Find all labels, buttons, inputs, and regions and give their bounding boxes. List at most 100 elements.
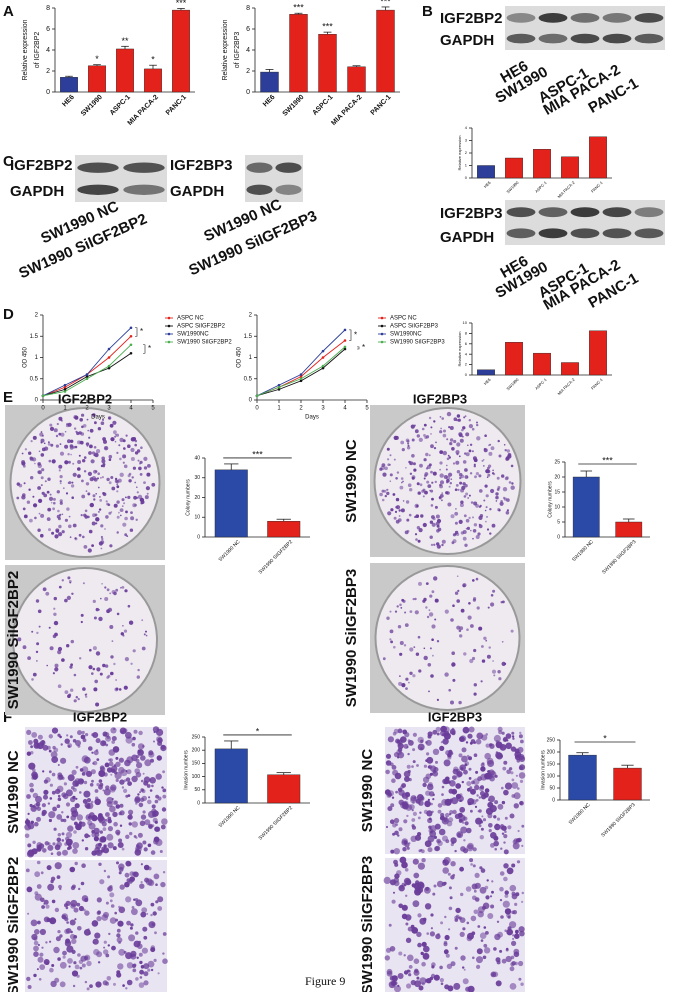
cell [501, 661, 506, 667]
cell [114, 772, 122, 780]
cell [429, 535, 433, 539]
cell [88, 436, 91, 439]
cell [473, 523, 478, 527]
cell [470, 529, 472, 532]
cell [99, 499, 103, 502]
cell [32, 672, 37, 677]
cell [472, 537, 474, 540]
cell [129, 876, 135, 882]
cell [42, 848, 47, 853]
cell [94, 789, 99, 793]
cell [385, 753, 392, 759]
cell [122, 454, 127, 459]
cell [504, 816, 508, 820]
cell [431, 515, 435, 519]
cell [124, 657, 129, 662]
cell [138, 952, 143, 957]
cell [47, 883, 55, 891]
cell [159, 850, 163, 853]
cell [71, 592, 74, 595]
cell [417, 816, 421, 820]
cell [511, 863, 516, 868]
cell [431, 965, 435, 969]
cell [81, 766, 89, 773]
cell [387, 806, 393, 812]
cell [501, 786, 504, 790]
cell [142, 840, 147, 845]
cell [397, 973, 404, 979]
cell [461, 780, 464, 784]
cell [80, 734, 86, 740]
cell [461, 428, 464, 432]
cell [140, 911, 147, 918]
cell [42, 587, 47, 592]
cell [456, 599, 461, 603]
x-tick-label: SW1990 SiIGF2BP3 [601, 539, 638, 576]
cell [441, 499, 443, 502]
cell [407, 483, 412, 488]
cell [77, 440, 81, 445]
cell [427, 764, 433, 770]
cell [98, 616, 103, 622]
cell [65, 802, 71, 807]
cell [157, 741, 163, 746]
cell [467, 733, 473, 739]
cell [157, 896, 164, 903]
legend-label: ASPC SiIGF2BP2 [177, 324, 226, 330]
cell [474, 475, 477, 479]
cell [51, 756, 59, 763]
cell [69, 536, 72, 539]
cell [103, 940, 107, 944]
cell [135, 931, 139, 935]
cell [479, 835, 484, 840]
cell [399, 856, 407, 864]
cell [148, 796, 151, 799]
cell [420, 739, 424, 743]
cell [94, 798, 101, 806]
cell [60, 432, 65, 437]
cell [430, 973, 436, 979]
cell [384, 494, 387, 498]
cell [128, 620, 134, 625]
cell [54, 907, 60, 913]
cell [426, 615, 430, 619]
cell [509, 983, 517, 990]
cell [59, 482, 62, 485]
cell [406, 983, 412, 989]
cell [160, 824, 166, 830]
cell [432, 748, 440, 755]
cell [412, 462, 416, 466]
cell [156, 736, 163, 743]
y-tick-label: 5 [557, 519, 560, 525]
x-tick-label: ASPC-1 [534, 179, 548, 193]
cell [153, 958, 157, 963]
cell [60, 757, 67, 764]
cell [502, 766, 507, 771]
cell [106, 976, 112, 981]
cell [35, 795, 42, 803]
cell [58, 532, 63, 537]
cell [121, 498, 125, 502]
cell [48, 441, 50, 444]
bar [589, 136, 607, 179]
cell [497, 670, 501, 674]
cell [74, 803, 80, 809]
cell [485, 772, 493, 780]
y-tick-label: 150 [192, 761, 201, 767]
cell [119, 824, 123, 827]
cell [155, 883, 158, 886]
cell [142, 745, 145, 748]
cell [499, 949, 503, 953]
cell [86, 798, 92, 803]
cell [56, 422, 59, 426]
cell [115, 679, 117, 681]
cell [403, 954, 406, 957]
cell [402, 847, 407, 852]
cell [56, 490, 60, 494]
cell [142, 772, 145, 775]
cell [91, 476, 96, 481]
cell [161, 818, 168, 825]
cell [431, 638, 434, 641]
cell [113, 662, 116, 666]
cell [428, 454, 431, 457]
